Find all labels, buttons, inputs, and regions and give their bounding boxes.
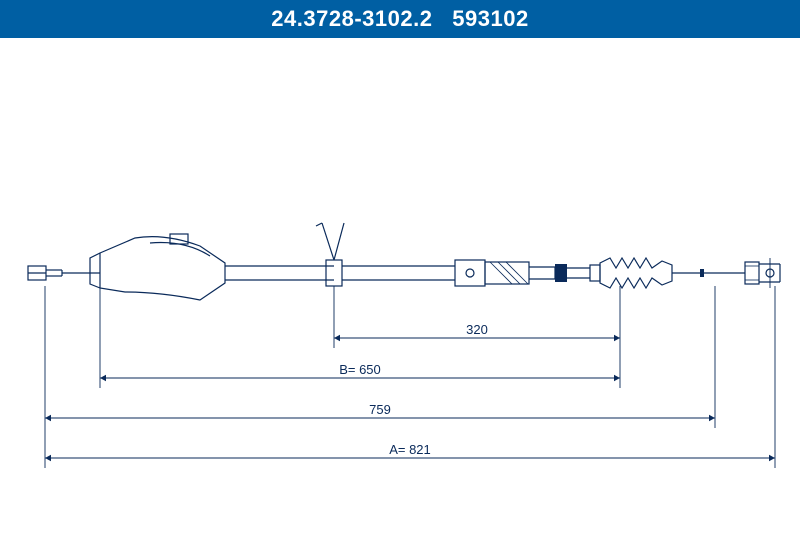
header-part-number: 24.3728-3102.2 bbox=[271, 6, 432, 31]
sheath-segment-1 bbox=[225, 266, 334, 280]
dimension-d_320: 320 bbox=[334, 322, 620, 341]
technical-drawing: 320 B= 650 759 A= 821 bbox=[0, 38, 800, 533]
dimension-label: 759 bbox=[369, 402, 391, 417]
dimension-label: B= 650 bbox=[339, 362, 381, 377]
ferrule bbox=[455, 260, 485, 286]
adjuster-lever bbox=[316, 223, 344, 286]
dimension-label: 320 bbox=[466, 322, 488, 337]
clevis-end bbox=[745, 258, 780, 288]
header-bar: 24.3728-3102.2 593102 bbox=[0, 0, 800, 38]
sheath-segment-2 bbox=[342, 266, 455, 280]
bellows-boot bbox=[600, 258, 672, 288]
left-end-fitting bbox=[28, 266, 62, 280]
header-code: 593102 bbox=[452, 6, 528, 31]
neck bbox=[567, 265, 600, 281]
dimension-d_A: A= 821 bbox=[45, 442, 775, 461]
cable-stop bbox=[700, 269, 704, 277]
dimension-set: 320 B= 650 759 A= 821 bbox=[45, 322, 775, 461]
stepped-adapter bbox=[485, 262, 567, 284]
bracket-fitting bbox=[90, 234, 225, 300]
extension-lines bbox=[45, 286, 775, 468]
cable-assembly bbox=[28, 223, 780, 300]
dimension-label: A= 821 bbox=[389, 442, 431, 457]
dimension-d_759: 759 bbox=[45, 402, 715, 421]
dimension-d_B: B= 650 bbox=[100, 362, 620, 381]
